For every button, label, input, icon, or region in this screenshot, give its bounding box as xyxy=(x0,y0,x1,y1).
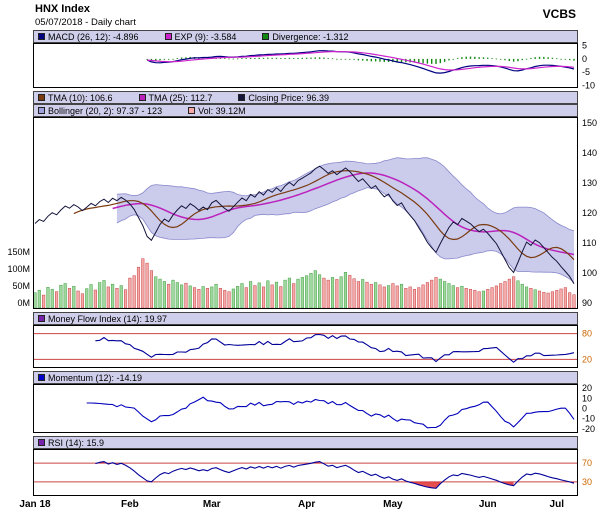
svg-text:90: 90 xyxy=(582,298,592,308)
momentum-label: Momentum (12): -14.19 xyxy=(48,372,143,383)
x-axis-label: Apr xyxy=(298,499,316,510)
price-legend-row1: TMA (10): 106.6 TMA (25): 112.7 Closing … xyxy=(33,91,578,104)
divergence-label: Divergence: -1.312 xyxy=(272,31,349,42)
tma10-swatch xyxy=(38,94,45,101)
macd-legend-item: MACD (26, 12): -4.896 xyxy=(38,32,139,42)
price-legend-row2: Bollinger (20, 2): 97.37 - 123 Vol: 39.1… xyxy=(33,104,578,117)
closing-price-legend-item: Closing Price: 96.39 xyxy=(238,93,329,103)
rsi-legend-item: RSI (14): 15.9 xyxy=(38,438,104,448)
momentum-swatch xyxy=(38,374,45,381)
brand-logo: VCBS xyxy=(542,7,576,21)
momentum-legend: Momentum (12): -14.19 xyxy=(33,371,578,384)
mfi-plot: 80 20 xyxy=(33,325,592,368)
svg-text:50M: 50M xyxy=(12,281,30,291)
volume-legend-item: Vol: 39.12M xyxy=(188,106,246,116)
svg-text:-10: -10 xyxy=(582,414,595,424)
mfi-legend-item: Money Flow Index (14): 19.97 xyxy=(38,314,167,324)
svg-text:5: 5 xyxy=(582,41,587,51)
tma10-label: TMA (10): 106.6 xyxy=(48,92,113,103)
svg-text:80: 80 xyxy=(582,329,592,339)
closing-price-label: Closing Price: 96.39 xyxy=(248,92,329,103)
tma25-legend-item: TMA (25): 112.7 xyxy=(138,92,213,103)
price-plot: 150 140 130 120 110 100 90 150M 100M 50M 0M xyxy=(7,117,597,309)
mfi-legend: Money Flow Index (14): 19.97 xyxy=(33,312,578,325)
exp-line-swatch xyxy=(164,33,172,40)
svg-text:-5: -5 xyxy=(582,67,590,77)
exp-line-label: EXP (9): -3.584 xyxy=(174,31,237,42)
bollinger-label: Bollinger (20, 2): 97.37 - 123 xyxy=(48,105,163,116)
rsi-plot: 70 30 xyxy=(33,449,592,496)
svg-text:20: 20 xyxy=(582,383,592,393)
rsi-swatch xyxy=(38,439,45,446)
svg-text:140: 140 xyxy=(582,148,597,158)
volume-swatch xyxy=(188,107,196,114)
bollinger-legend-item: Bollinger (20, 2): 97.37 - 123 xyxy=(38,106,162,116)
bollinger-swatch xyxy=(38,107,45,114)
momentum-legend-item: Momentum (12): -14.19 xyxy=(38,373,142,383)
svg-text:0M: 0M xyxy=(17,298,30,308)
page-title: HNX Index xyxy=(35,3,91,15)
tma25-swatch xyxy=(138,94,146,101)
svg-text:150M: 150M xyxy=(7,247,30,257)
x-axis-label: May xyxy=(383,499,403,510)
svg-text:100M: 100M xyxy=(7,264,30,274)
svg-text:110: 110 xyxy=(582,238,596,248)
svg-text:150: 150 xyxy=(582,118,597,128)
rsi-label: RSI (14): 15.9 xyxy=(48,437,105,448)
svg-text:20: 20 xyxy=(582,354,592,364)
divergence-swatch xyxy=(262,33,270,40)
x-axis-label: Mar xyxy=(202,499,221,510)
svg-text:0: 0 xyxy=(582,404,587,414)
x-axis-label: Jul xyxy=(549,499,564,510)
svg-text:-10: -10 xyxy=(582,80,595,90)
divergence-legend-item: Divergence: -1.312 xyxy=(262,32,348,42)
svg-text:100: 100 xyxy=(582,268,597,278)
tma10-legend-item: TMA (10): 106.6 xyxy=(38,93,113,103)
rsi-legend: RSI (14): 15.9 xyxy=(33,436,578,449)
svg-text:120: 120 xyxy=(582,208,597,218)
x-axis-label: Jun xyxy=(478,499,497,510)
mfi-label: Money Flow Index (14): 19.97 xyxy=(48,313,168,324)
macd-line-swatch xyxy=(38,33,45,40)
chart-subtitle: 05/07/2018 - Daily chart xyxy=(35,17,136,28)
mfi-swatch xyxy=(38,315,45,322)
macd-line-label: MACD (26, 12): -4.896 xyxy=(48,31,139,42)
x-axis-labels: Jan 18 Feb Mar Apr May Jun Jul xyxy=(0,499,610,515)
tma25-label: TMA (25): 112.7 xyxy=(148,92,213,103)
macd-legend: MACD (26, 12): -4.896 EXP (9): -3.584 Di… xyxy=(33,30,578,43)
svg-text:70: 70 xyxy=(582,458,592,468)
svg-text:-20: -20 xyxy=(582,424,595,434)
x-axis-label: Jan 18 xyxy=(19,499,51,510)
closing-price-swatch xyxy=(238,94,246,101)
macd-plot: 5 0 -5 -10 xyxy=(33,41,595,90)
svg-text:0: 0 xyxy=(582,54,587,64)
x-axis-label: Feb xyxy=(120,499,139,510)
svg-text:10: 10 xyxy=(582,393,592,403)
svg-text:130: 130 xyxy=(582,178,597,188)
svg-text:30: 30 xyxy=(582,477,592,487)
volume-label: Vol: 39.12M xyxy=(198,105,246,116)
exp-legend-item: EXP (9): -3.584 xyxy=(164,31,237,42)
